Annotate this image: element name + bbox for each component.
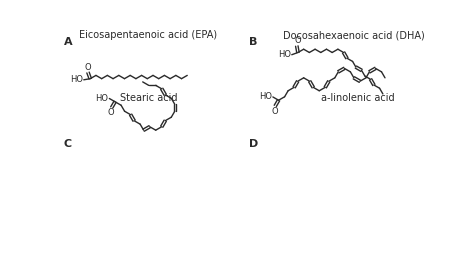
Text: HO: HO	[259, 93, 272, 101]
Text: Eicosapentaenoic acid (EPA): Eicosapentaenoic acid (EPA)	[79, 30, 218, 40]
Text: O: O	[271, 107, 278, 116]
Text: D: D	[249, 139, 258, 149]
Text: O: O	[108, 108, 114, 117]
Text: HO: HO	[96, 94, 109, 103]
Text: Docosahexaenoic acid (DHA): Docosahexaenoic acid (DHA)	[283, 30, 425, 40]
Text: C: C	[64, 139, 72, 149]
Text: HO: HO	[70, 75, 83, 84]
Text: B: B	[249, 37, 257, 47]
Text: Stearic acid: Stearic acid	[119, 93, 177, 102]
Text: O: O	[294, 36, 301, 45]
Text: A: A	[64, 37, 73, 47]
Text: a-linolenic acid: a-linolenic acid	[321, 93, 394, 102]
Text: O: O	[85, 63, 91, 72]
Text: HO: HO	[278, 50, 291, 59]
